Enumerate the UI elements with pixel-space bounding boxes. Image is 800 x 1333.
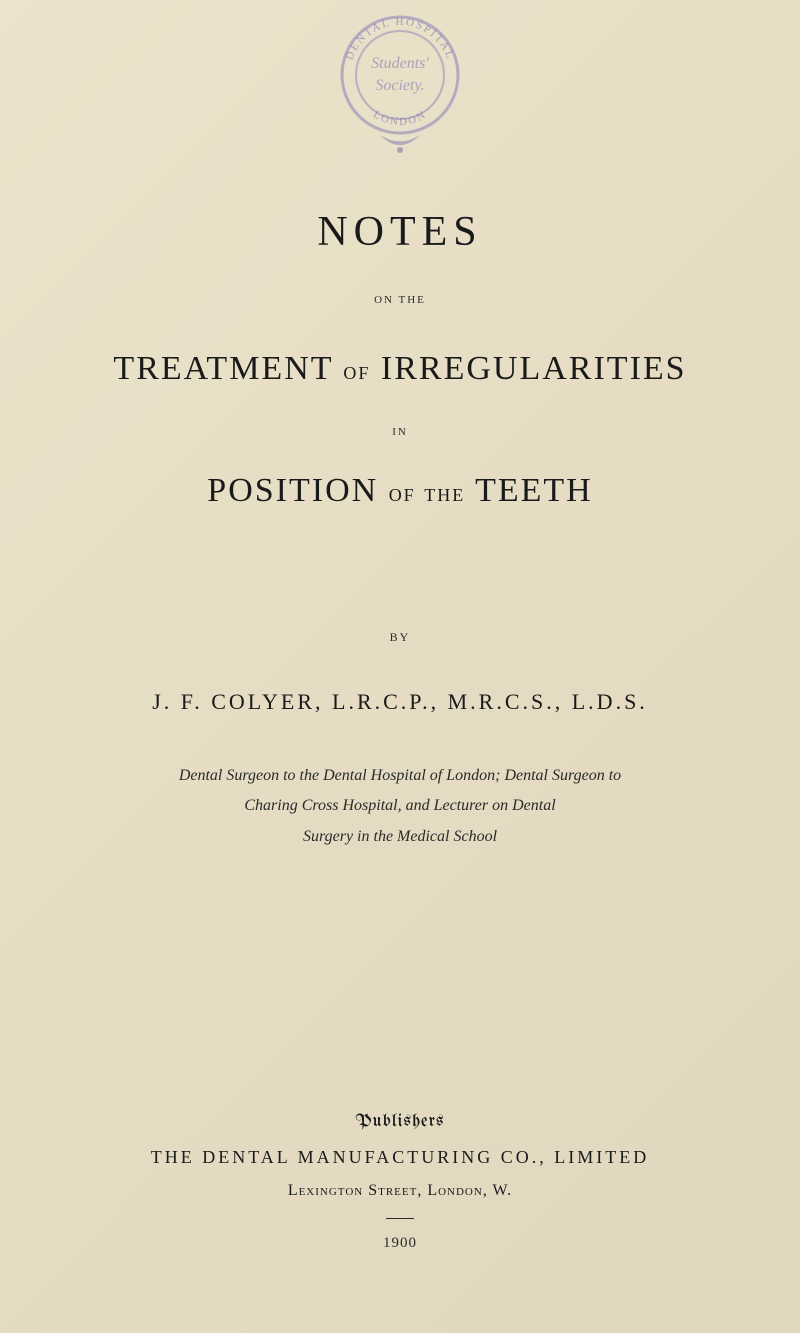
svg-text:Society.: Society. bbox=[375, 77, 424, 94]
title-position-line: POSITION of the TEETH bbox=[60, 472, 740, 510]
publication-year: 1900 bbox=[60, 1235, 740, 1252]
horizontal-rule bbox=[386, 1218, 414, 1219]
title-page: DENTAL HOSPITAL LONDON Students' Society… bbox=[0, 0, 800, 1333]
publisher-name: THE DENTAL MANUFACTURING CO., LIMITED bbox=[60, 1147, 740, 1168]
svg-text:LONDON: LONDON bbox=[371, 108, 429, 128]
subtitle-on-the: ON THE bbox=[60, 294, 740, 306]
title-notes: NOTES bbox=[60, 208, 740, 256]
by-label: BY bbox=[60, 630, 740, 645]
credentials-line-3: Surgery in the Medical School bbox=[60, 822, 740, 852]
credentials-line-1: Dental Surgeon to the Dental Hospital of… bbox=[60, 761, 740, 791]
word-teeth: TEETH bbox=[475, 472, 593, 509]
title-treatment-line: TREATMENT of IRREGULARITIES bbox=[60, 350, 740, 388]
society-seal: DENTAL HOSPITAL LONDON Students' Society… bbox=[325, 0, 475, 160]
word-position: POSITION bbox=[207, 472, 378, 509]
publisher-address: Lexington Street, London, W. bbox=[60, 1182, 740, 1200]
word-treatment: TREATMENT bbox=[113, 350, 332, 387]
subtitle-in: IN bbox=[60, 426, 740, 438]
author-credentials: Dental Surgeon to the Dental Hospital of… bbox=[60, 761, 740, 852]
svg-text:Students': Students' bbox=[371, 55, 429, 72]
word-of: of bbox=[343, 356, 370, 385]
publishers-label: Publishers bbox=[60, 1112, 740, 1131]
credentials-line-2: Charing Cross Hospital, and Lecturer on … bbox=[60, 791, 740, 821]
author-name: J. F. COLYER, L.R.C.P., M.R.C.S., L.D.S. bbox=[60, 689, 740, 715]
seal-icon: DENTAL HOSPITAL LONDON Students' Society… bbox=[325, 0, 475, 160]
words-of-the: of the bbox=[389, 478, 466, 507]
word-irregularities: IRREGULARITIES bbox=[381, 350, 687, 387]
